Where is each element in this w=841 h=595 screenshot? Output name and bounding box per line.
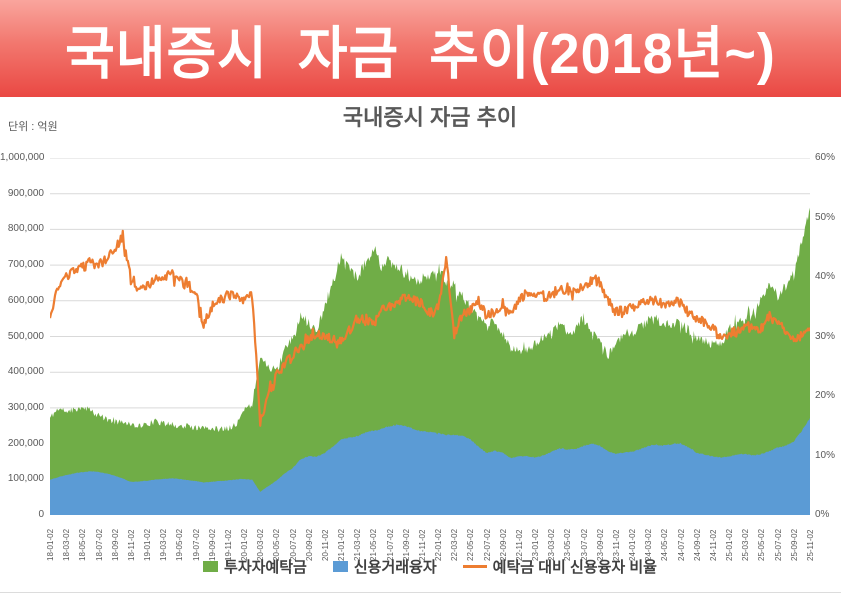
page-banner: 국내증시 자금 추이(2018년~) bbox=[0, 0, 841, 97]
y-axis-left-tick: 500,000 bbox=[7, 330, 44, 342]
y-axis-right-tick: 30% bbox=[815, 330, 836, 342]
legend-label-deposits: 투자자예탁금 bbox=[224, 559, 307, 576]
y-axis-left-tick: 400,000 bbox=[7, 366, 44, 378]
y-axis-left-tick: 700,000 bbox=[7, 259, 44, 271]
chart-title: 국내증시 자금 추이 bbox=[342, 105, 518, 130]
y-axis-left-tick: 0 bbox=[38, 509, 44, 520]
axis-unit-label: 단위 : 억원 bbox=[8, 121, 58, 133]
chart-plot-area bbox=[50, 158, 810, 515]
legend-item-deposits: 투자자예탁금 bbox=[203, 556, 307, 577]
chart-legend: 투자자예탁금 신용거래융자 예탁금 대비 신용융자 비율 bbox=[50, 556, 810, 577]
legend-label-margin-loans: 신용거래융자 bbox=[353, 559, 437, 576]
y-axis-left-tick: 800,000 bbox=[7, 223, 44, 235]
y-axis-right-tick: 40% bbox=[815, 271, 836, 282]
margin-loans-area-series bbox=[50, 417, 810, 515]
ratio-line-swatch-icon bbox=[462, 565, 487, 568]
ratio-line-series bbox=[50, 229, 810, 427]
y-axis-right-tick: 10% bbox=[815, 449, 836, 461]
legend-item-ratio: 예탁금 대비 신용융자 비율 bbox=[462, 556, 657, 577]
y-axis-left-tick: 1,000,000 bbox=[0, 152, 45, 163]
y-axis-left-tick: 300,000 bbox=[7, 401, 44, 413]
deposits-area-series bbox=[50, 207, 810, 515]
y-axis-right-tick: 0% bbox=[815, 509, 830, 520]
y-axis-right-tick: 60% bbox=[815, 152, 836, 163]
deposits-swatch-icon bbox=[203, 561, 219, 572]
legend-label-ratio: 예탁금 대비 신용융자 비율 bbox=[492, 559, 657, 576]
y-axis-left-tick: 900,000 bbox=[7, 187, 44, 199]
bottom-divider bbox=[0, 592, 841, 593]
y-axis-left-tick: 600,000 bbox=[7, 294, 44, 306]
y-axis-left-tick: 200,000 bbox=[7, 437, 44, 449]
legend-item-margin-loans: 신용거래융자 bbox=[332, 556, 437, 577]
y-axis-left-tick: 100,000 bbox=[7, 473, 44, 485]
banner-title: 국내증시 자금 추이(2018년~) bbox=[65, 22, 776, 86]
y-axis-right-tick: 50% bbox=[815, 211, 836, 223]
margin-loans-swatch-icon bbox=[332, 561, 348, 572]
y-axis-right-tick: 20% bbox=[815, 390, 836, 401]
